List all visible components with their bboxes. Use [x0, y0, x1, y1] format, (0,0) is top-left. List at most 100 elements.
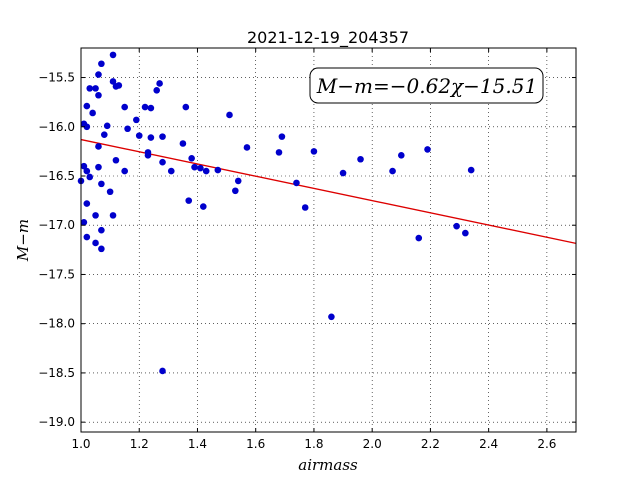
- data-point: [106, 188, 114, 196]
- data-point: [109, 212, 117, 219]
- fit-equation-label: M−m=−0.62χ−15.51: [316, 74, 537, 98]
- data-point: [197, 164, 204, 172]
- data-point: [121, 103, 128, 111]
- data-point: [159, 133, 166, 140]
- data-point: [188, 154, 195, 162]
- data-point: [310, 148, 318, 155]
- data-point: [135, 132, 143, 139]
- data-point: [301, 204, 309, 211]
- data-point: [83, 200, 91, 207]
- data-point: [98, 245, 105, 253]
- data-point: [226, 111, 233, 119]
- y-tick-label: −17.5: [38, 267, 75, 281]
- data-point: [133, 116, 140, 124]
- data-point: [109, 51, 117, 59]
- x-tick-label: 1.4: [188, 437, 207, 451]
- axis-ticks: 1.0 1.2 1.4 1.6 1.8 2.0 2.2 2.4 2.6 −15.5 −16.0 −16…: [38, 48, 576, 451]
- data-point: [80, 162, 88, 170]
- data-point: [115, 82, 123, 89]
- data-point: [89, 109, 96, 117]
- data-point: [103, 122, 111, 130]
- data-point: [179, 140, 187, 147]
- x-tick-label: 2.0: [363, 437, 382, 451]
- data-point: [202, 167, 210, 175]
- data-point: [357, 155, 364, 163]
- data-point: [92, 239, 99, 247]
- data-point: [232, 187, 239, 195]
- data-point: [467, 166, 475, 174]
- data-point: [293, 179, 300, 187]
- data-point: [112, 156, 120, 164]
- data-point: [185, 197, 193, 204]
- data-point: [109, 78, 117, 85]
- x-tick-label: 1.2: [130, 437, 149, 451]
- y-tick-label: −16.0: [38, 120, 75, 134]
- fit-line-group: [80, 138, 577, 244]
- x-tick-label: 1.6: [246, 437, 265, 451]
- annotation-box: M−m=−0.62χ−15.51: [309, 67, 544, 104]
- data-point: [83, 123, 91, 131]
- data-point: [95, 71, 102, 78]
- data-point: [243, 144, 251, 151]
- fit-line: [80, 138, 577, 244]
- data-points: [77, 51, 475, 375]
- x-axis-label: airmass: [298, 456, 358, 474]
- data-point: [98, 226, 105, 234]
- data-point: [462, 229, 469, 237]
- y-tick-label: −18.5: [38, 366, 75, 380]
- data-point: [191, 163, 198, 171]
- data-point: [83, 167, 91, 175]
- data-point: [124, 125, 131, 133]
- data-point: [86, 85, 94, 92]
- grid: [80, 48, 576, 432]
- y-tick-label: −19.0: [38, 415, 75, 429]
- data-point: [121, 167, 128, 175]
- annotation-frame: [309, 67, 544, 104]
- data-point: [147, 104, 155, 112]
- data-point: [83, 102, 91, 110]
- data-point: [159, 158, 166, 166]
- data-point: [199, 203, 207, 210]
- y-axis-label: M−m: [14, 219, 32, 262]
- x-tick-label: 1.0: [71, 437, 90, 451]
- data-point: [92, 85, 99, 92]
- data-point: [141, 103, 149, 111]
- x-tick-label: 2.2: [421, 437, 440, 451]
- y-tick-label: −18.0: [38, 317, 75, 331]
- data-point: [397, 152, 405, 159]
- y-tick-label: −15.5: [38, 71, 75, 85]
- data-point: [80, 218, 88, 226]
- data-point: [278, 133, 286, 140]
- data-point: [144, 152, 152, 159]
- data-point: [159, 367, 166, 375]
- y-tick-label: −16.5: [38, 169, 75, 183]
- data-point: [92, 212, 99, 219]
- data-point: [95, 163, 102, 171]
- data-point: [95, 143, 102, 150]
- data-point: [415, 234, 423, 242]
- data-point: [214, 166, 222, 174]
- data-point: [328, 313, 335, 321]
- data-point: [453, 222, 460, 230]
- data-point: [153, 87, 161, 94]
- data-point: [389, 167, 396, 175]
- data-point: [424, 146, 431, 153]
- chart-title: 2021-12-19_204357: [247, 28, 409, 48]
- data-point: [339, 169, 347, 177]
- data-point: [100, 131, 108, 138]
- data-point: [147, 134, 155, 141]
- data-point: [86, 173, 94, 181]
- data-point: [182, 103, 190, 111]
- y-tick-label: −17.0: [38, 218, 75, 232]
- data-point: [98, 180, 105, 188]
- data-point: [234, 177, 242, 185]
- data-point: [156, 80, 163, 87]
- data-point: [167, 167, 175, 175]
- x-tick-label: 1.8: [304, 437, 323, 451]
- plot-frame: [80, 47, 577, 433]
- data-point: [83, 233, 91, 241]
- x-tick-label: 2.6: [537, 437, 556, 451]
- data-point: [98, 60, 105, 68]
- data-point: [275, 149, 283, 156]
